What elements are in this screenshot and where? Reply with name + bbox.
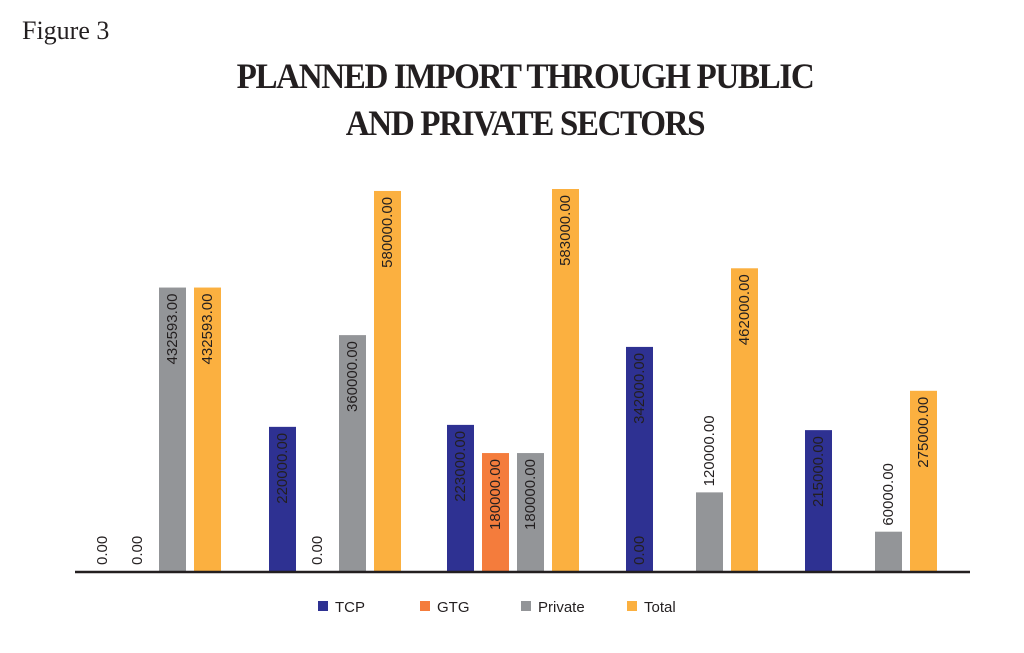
legend-swatch-tcp — [318, 601, 328, 611]
private-value-label-5: 60000.00 — [880, 463, 897, 526]
tcp-value-label-4: 342000.00 — [631, 353, 648, 424]
total-value-label-4: 462000.00 — [736, 274, 753, 345]
tcp-bar-4 — [626, 346, 653, 571]
zero-value-label-2: 0.00 — [309, 536, 326, 565]
legend-label-gtg: GTG — [437, 599, 470, 616]
chart-title-line-2: AND PRIVATE SECTORS — [345, 103, 706, 143]
gtg-value-label-3: 180000.00 — [487, 459, 504, 530]
chart-title-line-1: PLANNED IMPORT THROUGH PUBLIC — [236, 56, 815, 96]
legend-swatch-gtg — [420, 601, 430, 611]
total-value-label-1: 432593.00 — [199, 294, 216, 365]
gtg-bar-3 — [482, 453, 509, 571]
total-bar-5 — [910, 390, 937, 571]
tcp-bar-5 — [805, 430, 832, 571]
private-value-label-1: 432593.00 — [164, 294, 181, 365]
tcp-value-label-5: 215000.00 — [810, 436, 827, 507]
private-bar-3 — [517, 453, 544, 571]
figure-label: Figure 3 — [22, 16, 110, 45]
legend-label-total: Total — [644, 599, 676, 616]
tcp-value-label-3: 223000.00 — [452, 431, 469, 502]
tcp-value-label-2: 220000.00 — [274, 433, 291, 504]
private-value-label-3: 180000.00 — [522, 459, 539, 530]
legend-label-tcp: TCP — [335, 599, 365, 616]
zero-value-label-3: 0.00 — [631, 536, 648, 565]
legend-swatch-private — [521, 601, 531, 611]
legend-label-private: Private — [538, 599, 585, 616]
total-bar-1 — [194, 287, 221, 571]
total-value-label-5: 275000.00 — [915, 397, 932, 468]
tcp-bar-2 — [269, 426, 296, 571]
tcp-value-label-1: 0.00 — [94, 536, 111, 565]
total-bar-3 — [552, 189, 579, 571]
private-bar-5 — [875, 531, 902, 571]
total-bar-4 — [731, 268, 758, 571]
total-bar-2 — [374, 190, 401, 571]
tcp-bar-3 — [447, 424, 474, 571]
private-bar-2 — [339, 335, 366, 571]
legend-swatch-total — [627, 601, 637, 611]
total-value-label-2: 580000.00 — [379, 197, 396, 268]
total-value-label-3: 583000.00 — [557, 195, 574, 266]
private-value-label-4: 120000.00 — [701, 415, 718, 486]
private-value-label-2: 360000.00 — [344, 341, 361, 412]
zero-value-label-1: 0.00 — [129, 536, 146, 565]
private-bar-4 — [696, 492, 723, 571]
private-bar-1 — [159, 287, 186, 571]
